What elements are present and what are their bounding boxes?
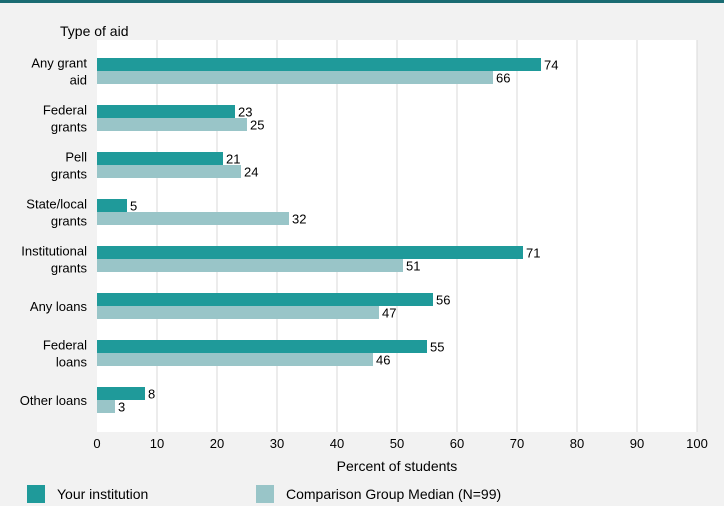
bar-comparison [97,71,493,84]
bar-value-label: 3 [118,400,125,415]
bars [97,58,541,413]
legend-swatch-institution [27,485,45,503]
bar-value-label: 56 [436,293,450,308]
x-axis-title: Percent of students [337,458,458,474]
bar-institution [97,293,433,306]
bar-value-label: 5 [130,199,137,214]
x-tick-label: 10 [150,436,164,451]
x-tick-label: 40 [330,436,344,451]
x-tick-label: 50 [390,436,404,451]
bar-comparison [97,118,247,131]
bar-value-label: 55 [430,340,444,355]
bar-institution [97,105,235,118]
legend-item-comparison: Comparison Group Median (N=99) [256,485,501,503]
bar-value-label: 71 [526,246,540,261]
category-label: grants [51,214,88,229]
category-label: loans [56,355,88,370]
legend-item-institution: Your institution [27,485,148,503]
category-label: Federal [43,338,87,353]
category-label: Institutional [21,244,87,259]
bar-comparison [97,400,115,413]
x-tick-label: 90 [630,436,644,451]
x-tick-labels: 0 10 20 30 40 50 60 70 80 90 100 [93,436,707,451]
category-label: Any loans [30,299,88,314]
bar-value-label: 32 [292,212,306,227]
bar-comparison [97,165,241,178]
bar-value-label: 47 [382,306,396,321]
top-accent-bar [0,0,724,3]
category-label: grants [51,261,88,276]
x-tick-label: 20 [210,436,224,451]
x-tick-label: 80 [570,436,584,451]
y-axis-title: Type of aid [60,23,129,39]
bar-institution [97,246,523,259]
category-label: Federal [43,103,87,118]
legend-label-comparison: Comparison Group Median (N=99) [286,486,502,502]
x-tick-label: 30 [270,436,284,451]
legend-label-institution: Your institution [57,486,149,502]
bar-value-label: 23 [238,105,252,120]
category-label: grants [51,120,88,135]
bar-institution [97,152,223,165]
bar-value-label: 25 [250,118,264,133]
bar-comparison [97,306,379,319]
category-label: Other loans [20,393,88,408]
bar-comparison [97,259,403,272]
category-label: Pell [65,150,87,165]
x-tick-label: 60 [450,436,464,451]
bar-value-label: 51 [406,259,420,274]
category-label: State/local [26,197,87,212]
category-labels: Any grant aid Federal grants Pell grants State… [20,56,88,409]
x-tick-label: 100 [686,436,708,451]
bar-value-label: 66 [496,71,510,86]
x-tick-label: 0 [93,436,100,451]
legend-swatch-comparison [256,485,274,503]
category-label: grants [51,167,88,182]
bar-value-label: 46 [376,353,390,368]
x-tick-label: 70 [510,436,524,451]
category-label: aid [70,73,87,88]
bar-institution [97,199,127,212]
bar-institution [97,387,145,400]
bar-institution [97,340,427,353]
bar-value-label: 74 [544,58,558,73]
bar-value-label: 21 [226,152,240,167]
bar-value-label: 8 [148,387,155,402]
bar-comparison [97,353,373,366]
category-label: Any grant [31,56,87,71]
bar-institution [97,58,541,71]
bar-comparison [97,212,289,225]
bar-value-label: 24 [244,165,258,180]
